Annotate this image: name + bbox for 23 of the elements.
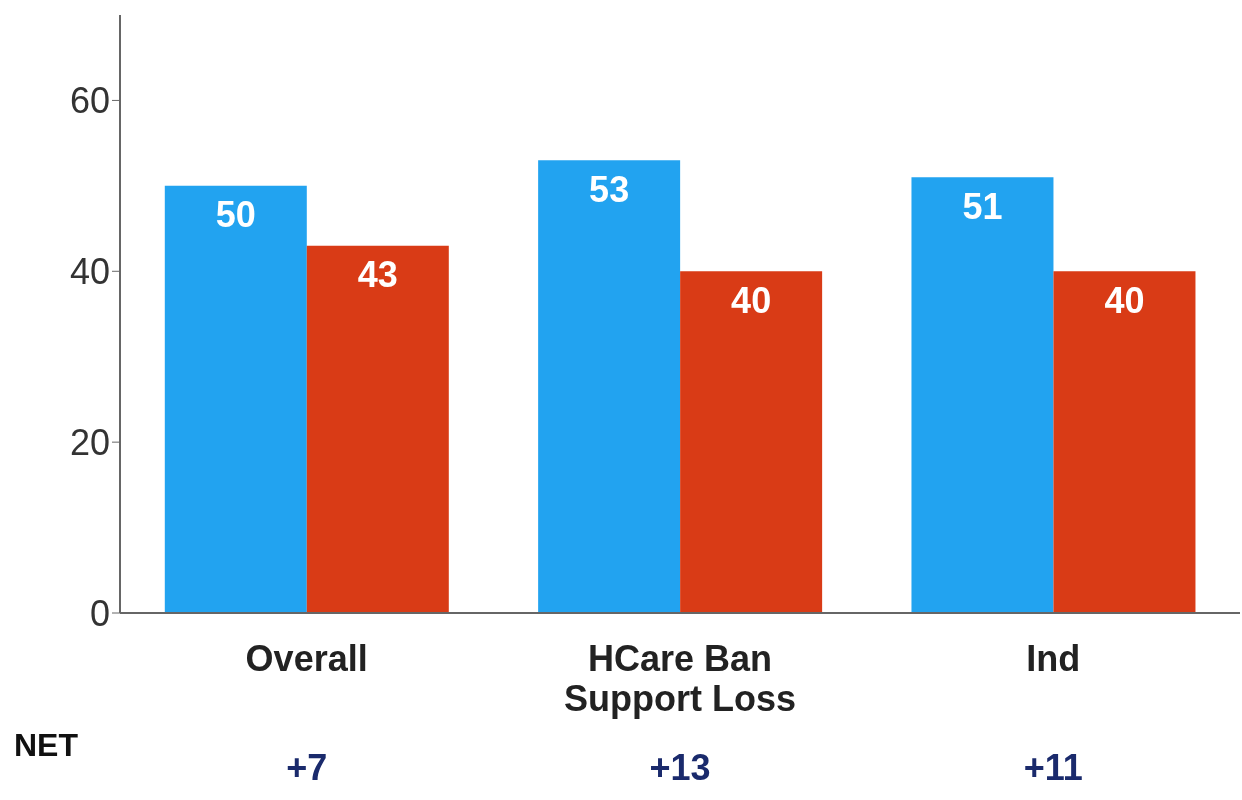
data-label: 50 (215, 194, 256, 236)
y-tick-label: 40 (69, 251, 110, 293)
x-tick-label: Ind (1026, 638, 1081, 679)
y-tick-label: 0 (89, 592, 110, 634)
data-label: 40 (731, 279, 772, 321)
y-tick-label: 60 (69, 80, 110, 122)
bar (911, 177, 1054, 613)
x-tick-label: HCare Ban Support Loss (564, 638, 796, 719)
text: +13 (648, 747, 712, 789)
bar (306, 245, 449, 613)
text: +7 (285, 747, 329, 789)
data-label: 43 (357, 254, 398, 296)
x-tick-label: Overall (245, 638, 368, 679)
data-label: 40 (1104, 279, 1145, 321)
text: NET (14, 727, 78, 764)
text: +11 (1022, 747, 1084, 789)
data-label: 51 (962, 185, 1003, 227)
data-label: 53 (589, 168, 630, 210)
y-tick-label: 20 (69, 421, 110, 463)
bar (1053, 271, 1196, 613)
bar (538, 160, 681, 613)
bar (680, 271, 823, 613)
bar (164, 185, 307, 613)
